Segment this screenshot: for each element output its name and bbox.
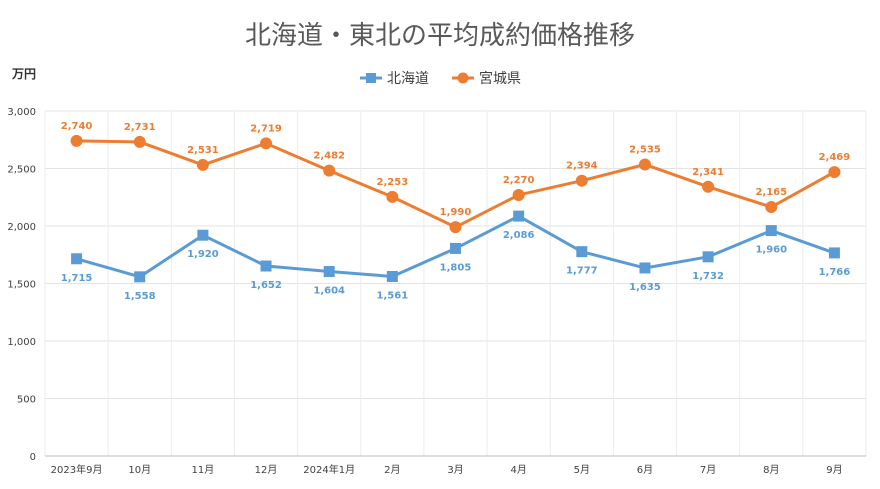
data-label: 2,482: [313, 151, 345, 162]
data-point-marker: [512, 188, 525, 201]
y-tick-label: 2,500: [7, 165, 36, 176]
x-tick-label: 9月: [826, 464, 842, 476]
data-point-marker: [828, 247, 840, 259]
legend-label: 北海道: [387, 71, 429, 87]
data-point-marker: [575, 174, 588, 187]
x-tick-label: 2月: [384, 464, 400, 476]
legend-item: 北海道: [360, 71, 429, 87]
data-point-marker: [576, 246, 588, 258]
legend-marker: [366, 73, 376, 83]
x-tick-label: 2023年9月: [51, 463, 103, 476]
x-tick-label: 5月: [574, 464, 590, 476]
x-tick-label: 3月: [447, 464, 463, 476]
data-label: 1,990: [440, 207, 472, 218]
data-label: 1,805: [440, 262, 472, 273]
data-point-marker: [449, 221, 462, 234]
data-point-marker: [323, 164, 336, 177]
legend: 北海道 宮城県: [360, 71, 521, 87]
data-point-marker: [450, 242, 461, 254]
data-label: 2,341: [692, 167, 724, 178]
data-label: 2,394: [566, 161, 598, 172]
data-point-marker: [638, 158, 651, 171]
data-point-marker: [386, 270, 398, 282]
data-point-marker: [70, 134, 83, 147]
data-point-marker: [765, 225, 777, 237]
data-label: 2,253: [377, 177, 409, 188]
x-tick-label: 2024年1月: [303, 463, 355, 476]
data-label: 2,719: [250, 123, 282, 134]
y-tick-label: 0: [30, 452, 36, 463]
legend-item: 宮城県: [452, 71, 521, 87]
data-point-marker: [323, 266, 335, 278]
data-label: 2,086: [503, 230, 535, 241]
data-point-marker: [260, 260, 272, 272]
series-hokkaido: 1,715 1,558 1,920 1,652 1,604 1,561 1,805 2,086…: [61, 210, 851, 302]
data-point-marker: [639, 262, 651, 274]
data-point-marker: [260, 137, 273, 150]
data-label: 1,777: [566, 266, 598, 277]
legend-label: 宮城県: [479, 71, 521, 87]
data-label: 1,561: [377, 290, 409, 301]
data-label: 1,960: [755, 245, 787, 256]
data-point-marker: [702, 251, 714, 263]
data-label: 2,165: [755, 187, 787, 198]
data-label: 2,740: [61, 121, 93, 132]
y-axis-unit-label: 万円: [11, 67, 36, 81]
data-point-marker: [134, 271, 146, 283]
x-tick-label: 10月: [128, 464, 151, 476]
data-point-marker: [765, 201, 778, 214]
data-point-marker: [197, 229, 209, 241]
data-label: 1,920: [187, 249, 219, 260]
x-tick-label: 6月: [637, 464, 653, 476]
series-miyagi: 2,740 2,731 2,531 2,719 2,482 2,253 1,990 2,270…: [61, 121, 851, 234]
data-label: 1,604: [313, 286, 345, 297]
data-label: 2,731: [124, 122, 156, 133]
x-axis-ticks: 2023年9月 10月 11月 12月 2024年1月 2月 3月 4月 5月 6月 7月 8月 9月: [51, 463, 843, 476]
x-tick-label: 7月: [700, 464, 716, 476]
data-label: 1,732: [692, 271, 724, 282]
data-label: 2,535: [629, 144, 661, 155]
data-label: 1,558: [124, 291, 156, 302]
x-tick-label: 11月: [192, 464, 215, 476]
x-tick-label: 12月: [255, 464, 278, 476]
y-tick-label: 1,500: [7, 280, 36, 291]
data-label: 2,531: [187, 145, 219, 156]
y-tick-label: 2,000: [7, 222, 36, 233]
data-point-marker: [828, 166, 841, 179]
gridlines: [44, 110, 867, 456]
data-point-marker: [702, 180, 715, 193]
data-label: 1,652: [250, 280, 282, 291]
x-tick-label: 8月: [763, 464, 779, 476]
y-tick-label: 3,000: [7, 107, 36, 118]
data-point-marker: [513, 210, 525, 222]
data-label: 1,766: [819, 267, 851, 278]
data-label: 1,715: [61, 273, 93, 284]
data-label: 2,270: [503, 175, 535, 186]
y-tick-label: 1,000: [7, 337, 36, 348]
data-point-marker: [71, 253, 83, 265]
data-point-marker: [133, 135, 146, 148]
data-point-marker: [196, 158, 209, 171]
series-layer: 1,715 1,558 1,920 1,652 1,604 1,561 1,805 2,086…: [61, 121, 851, 302]
y-tick-label: 500: [17, 395, 36, 406]
chart-title: 北海道・東北の平均成約価格推移: [245, 21, 635, 51]
data-point-marker: [386, 190, 399, 203]
legend-marker: [457, 72, 469, 84]
data-label: 2,469: [819, 152, 851, 163]
y-axis-ticks: 0 500 1,000 1,500 2,000 2,500 3,000: [7, 107, 36, 463]
x-tick-label: 4月: [510, 464, 526, 476]
data-label: 1,635: [629, 282, 661, 293]
